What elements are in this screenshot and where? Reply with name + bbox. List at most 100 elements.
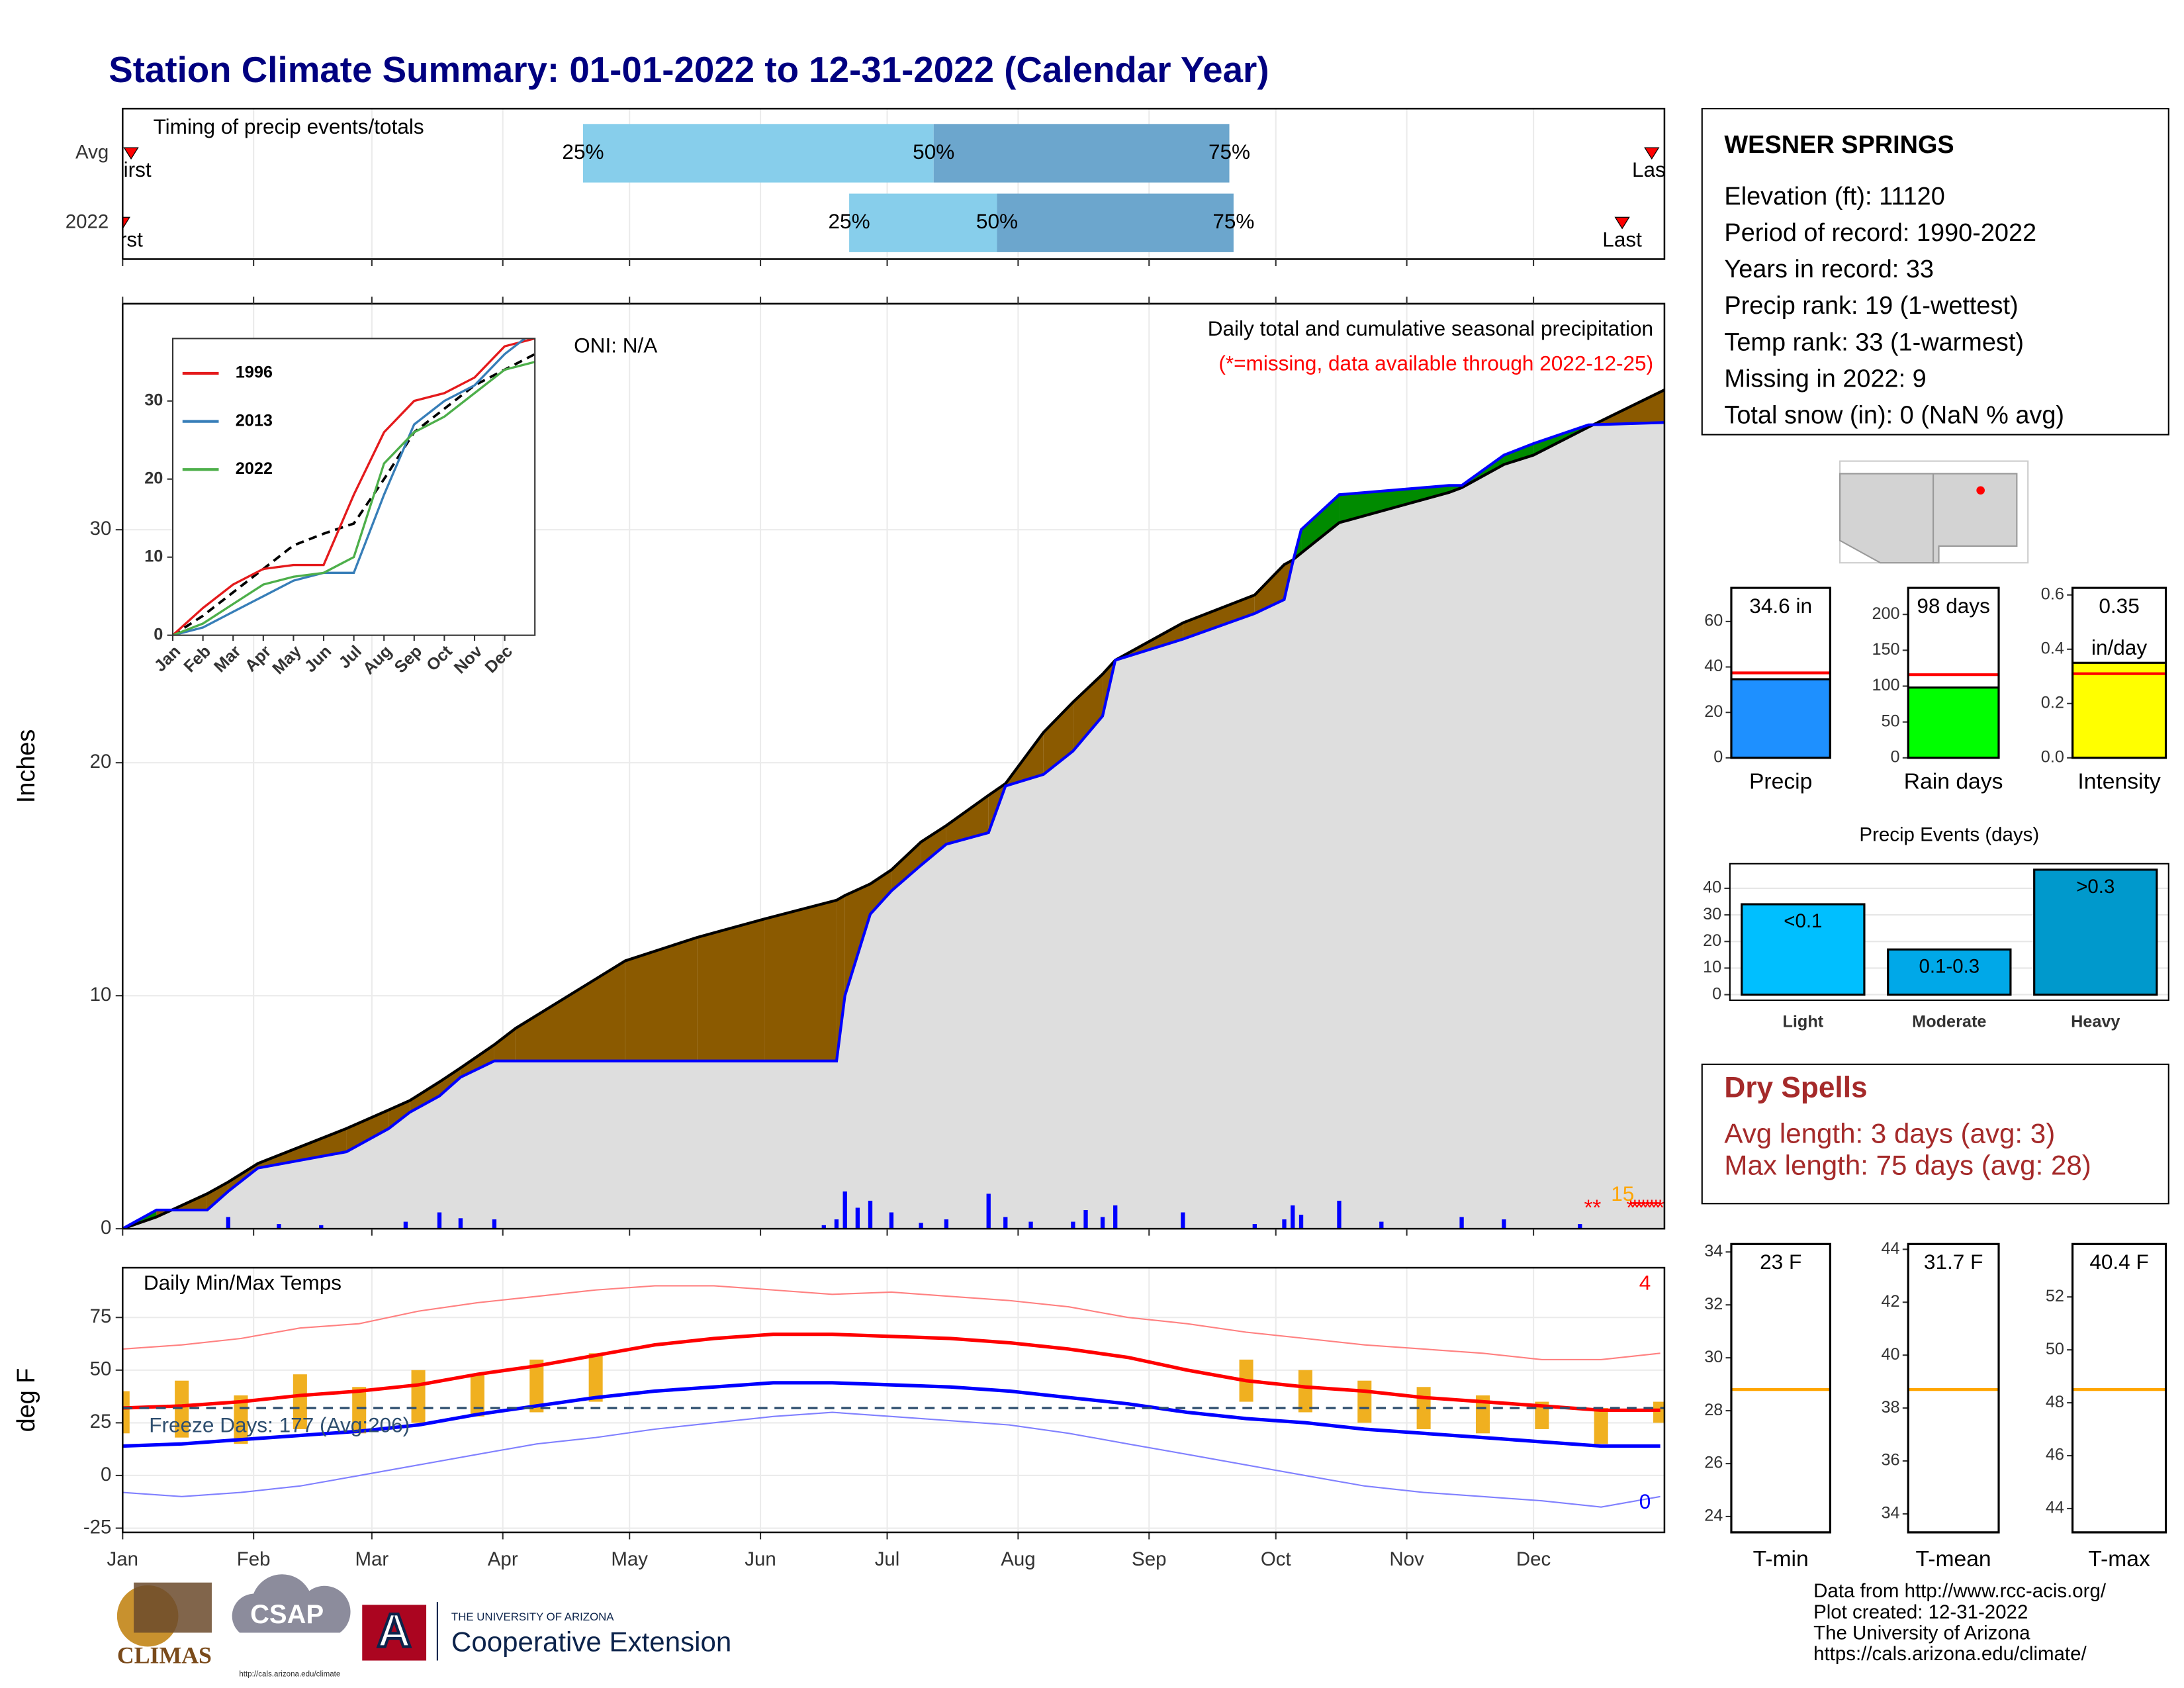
average-line [122,389,1664,1229]
daily-bar [458,1218,463,1229]
credits: Data from http://www.rcc-acis.org/Plot c… [1813,1580,2107,1665]
y-tick-label: 24 [1704,1507,1723,1525]
frame [1907,586,2000,759]
summary-panel [1731,588,1831,758]
departure-fill [515,961,625,1061]
bar-value-label: >0.3 [2076,876,2115,898]
departure-fill [946,795,989,845]
daily-bar [1071,1221,1075,1229]
station-lines: Elevation (ft): 11120 Period of record: 1… [1724,183,2064,430]
quartile-bar [997,193,1234,252]
credit-line: The University of Arizona [1813,1622,2030,1644]
y-tick-label: 30 [90,518,112,539]
y-tick-label: 44 [1882,1239,1900,1258]
departure-fill [346,1109,389,1152]
y-tick-label: 25 [90,1411,112,1432]
daily-bar [1578,1224,1582,1229]
daily-bar [1298,1215,1304,1229]
x-tick-label: Sep [1132,1548,1166,1570]
x-tick-label: Moderate [1912,1012,1986,1031]
category-label: Precip [1749,770,1812,794]
freeze-note: Freeze Days: 177 (Avg:206) [149,1413,410,1436]
y-tick-label: 34 [1882,1504,1900,1523]
credit-line: Plot created: 12-31-2022 [1813,1601,2028,1623]
legend-label: 1996 [236,363,273,382]
y-tick-label: 20 [1703,931,1721,950]
panel-title: Timing of precip events/totals [154,115,424,138]
missing-marker: * [1584,1196,1592,1221]
frame [122,1266,1666,1534]
first-label: First [111,158,152,181]
y-tick-label: 0 [101,1464,111,1485]
logos: CLIMAS CSAP http://cals.arizona.edu/clim… [116,1574,731,1679]
quartile-bar [933,124,1230,183]
locator-map [1839,460,2029,564]
daily-bar [1502,1219,1506,1229]
y-tick-label: 42 [1882,1292,1900,1311]
departure-fill [891,841,921,891]
missing-marker: * [1652,1196,1661,1221]
y-tick-label: 50 [90,1358,112,1380]
station-line: Elevation (ft): 11120 [1724,183,1944,211]
y-tick-label: 50 [2046,1340,2064,1358]
daily-bar [226,1217,231,1229]
temp-range-bar [529,1359,544,1413]
quartile-label: 50% [976,209,1018,233]
departure-fill [410,1082,439,1113]
frame [1730,1243,1831,1534]
daily-bar [1028,1221,1033,1229]
x-tick-label: Oct [1261,1548,1291,1570]
daily-bar [1379,1221,1384,1229]
cumulative-line [122,421,1664,1229]
daily-bar [1100,1217,1105,1229]
last-label: Last [1632,158,1672,181]
daily-bar [842,1191,847,1229]
missing-note: 15 [1611,1182,1634,1205]
first-label: First [103,227,144,251]
csap-logo: CSAP [250,1600,324,1629]
temp-range-bar [588,1353,603,1402]
x-tick-label: Jan [107,1548,138,1570]
station-line: Missing in 2022: 9 [1724,365,1926,393]
dry-spells-lines: Avg length: 3 days (avg: 3)Max length: 7… [1724,1117,2091,1180]
y-tick-label: 20 [90,751,112,773]
dry-spell-line: Max length: 75 days (avg: 28) [1724,1150,2091,1181]
y-tick-label: 40 [1703,878,1721,897]
temp-panel [122,1268,1664,1532]
value-label: 23 F [1760,1250,1801,1274]
missing-marker: * [1626,1196,1635,1221]
frame [2071,1243,2167,1534]
quartile-label: 50% [913,140,954,164]
csap-url: http://cals.arizona.edu/climate [239,1671,340,1679]
y-tick-label: 100 [1872,676,1899,694]
departure-fill [460,1045,494,1078]
first-marker [123,147,139,160]
series-line [173,338,527,635]
page-title: Station Climate Summary: 01-01-2022 to 1… [109,49,1269,90]
temp-line [122,1333,1661,1412]
station-line: Period of record: 1990-2022 [1724,219,2036,247]
x-tick-label: May [611,1548,648,1570]
category-label: Rain days [1904,770,2003,794]
y-tick-label: 150 [1872,640,1899,659]
series-line [173,361,535,635]
y-tick-label: 36 [1882,1451,1900,1470]
x-tick-label: Dec [1516,1548,1551,1570]
frame [1907,1243,2000,1534]
missing-marker: * [1643,1196,1652,1221]
category-label: T-max [2088,1547,2150,1571]
daily-bar [834,1219,839,1229]
departure-fill [836,895,845,1061]
quartile-label: 75% [1208,140,1250,164]
y-tick-label: 38 [1882,1398,1900,1417]
daily-bar [437,1212,442,1229]
y-tick-label: -25 [83,1516,112,1538]
last-marker [1614,216,1630,230]
missing-marker: * [1592,1196,1601,1221]
y-tick-label: 48 [2046,1393,2064,1411]
x-tick-label: Mar [355,1548,388,1570]
bar [1887,948,2012,996]
temp-range-bar [122,1391,130,1434]
dry-spell-line: Avg length: 3 days (avg: 3) [1724,1117,2055,1149]
